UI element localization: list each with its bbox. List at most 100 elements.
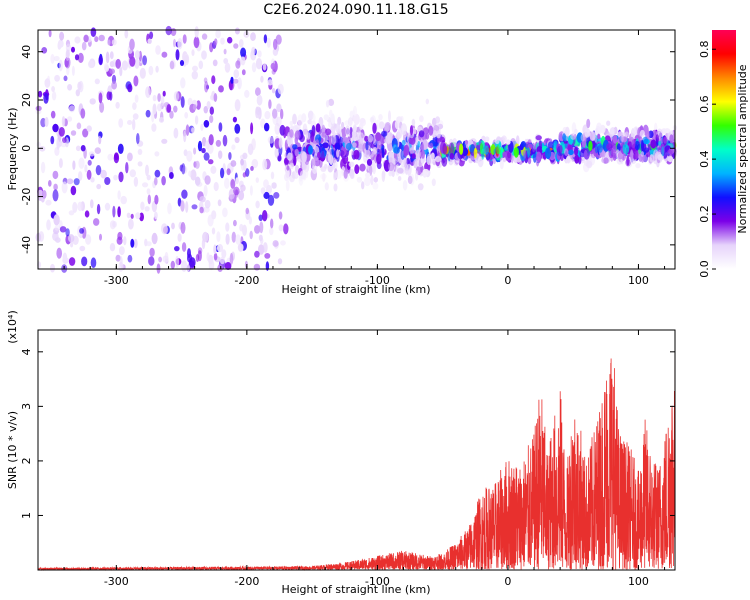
- heatmap-cell: [68, 257, 76, 266]
- heatmap-cell: [217, 264, 223, 272]
- heatmap-cell: [664, 128, 671, 134]
- heatmap-cell: [88, 151, 95, 157]
- colorbar-ticks: 0.0 0.2 0.4 0.6 0.8: [698, 40, 716, 278]
- heatmap-cell: [241, 69, 246, 76]
- heatmap-cell: [90, 257, 97, 269]
- heatmap-cell: [145, 109, 151, 118]
- heatmap-cell: [158, 117, 165, 123]
- heatmap-cell: [262, 242, 268, 253]
- heatmap-cell: [352, 124, 357, 133]
- heatmap-cell: [40, 161, 46, 174]
- heatmap-cell: [127, 254, 133, 263]
- heatmap-cell: [484, 136, 490, 142]
- heatmap-cell: [112, 205, 116, 218]
- heatmap-cell: [68, 210, 75, 216]
- heatmap-cell: [363, 148, 367, 157]
- heatmap-cell: [416, 158, 424, 168]
- heatmap-cell: [289, 129, 294, 138]
- snr-series-line: [37, 350, 676, 571]
- heatmap-cell: [134, 94, 139, 103]
- heatmap-cell: [181, 260, 188, 272]
- heatmap-cell: [94, 147, 102, 155]
- heatmap-cell: [242, 224, 247, 236]
- heatmap-cell: [580, 133, 586, 142]
- heatmap-cell: [258, 214, 263, 222]
- heatmap-cell: [58, 59, 63, 72]
- spectrogram-x-axis: -300 -200 -100 0 100: [37, 30, 666, 287]
- heatmap-cell: [109, 220, 116, 230]
- heatmap-cell: [315, 123, 321, 133]
- x-tick-label: -100: [365, 274, 390, 287]
- heatmap-cell: [349, 110, 354, 119]
- heatmap-cell: [435, 155, 441, 163]
- heatmap-cell: [365, 141, 369, 151]
- heatmap-cell: [255, 106, 262, 116]
- heatmap-cell: [230, 160, 237, 167]
- heatmap-cell: [74, 36, 81, 44]
- heatmap-cell: [413, 158, 418, 169]
- heatmap-cell: [255, 200, 260, 209]
- heatmap-cell: [224, 177, 230, 189]
- heatmap-cell: [192, 104, 197, 111]
- heatmap-cell: [330, 125, 336, 135]
- heatmap-cell: [359, 163, 366, 172]
- heatmap-cell: [137, 161, 143, 167]
- heatmap-cell: [366, 158, 373, 166]
- heatmap-cell: [204, 81, 209, 93]
- chart-title: C2E6.2024.090.11.18.G15: [263, 2, 448, 18]
- heatmap-cell: [347, 117, 353, 127]
- heatmap-cell: [169, 110, 174, 119]
- heatmap-cell: [71, 46, 75, 53]
- heatmap-cell: [223, 58, 229, 64]
- heatmap-cell: [214, 38, 218, 46]
- spectrogram-x-label: Height of straight line (km): [281, 283, 430, 296]
- heatmap-cell: [233, 43, 239, 49]
- heatmap-cell: [134, 50, 140, 60]
- heatmap-cell: [195, 254, 200, 262]
- heatmap-cell: [104, 64, 110, 72]
- heatmap-cell: [341, 121, 345, 129]
- heatmap-cell: [652, 149, 659, 161]
- heatmap-cell: [345, 142, 353, 151]
- heatmap-cell: [364, 135, 369, 142]
- heatmap-cell: [42, 190, 47, 199]
- colorbar-tick-label: 0.2: [698, 205, 711, 223]
- heatmap-cell: [409, 125, 414, 136]
- heatmap-cell: [145, 86, 151, 98]
- heatmap-cell: [54, 74, 60, 82]
- heatmap-cell: [353, 149, 360, 160]
- heatmap-cell: [121, 60, 128, 71]
- spectrogram-y-axis: -40 -20 0 20 40: [20, 45, 675, 254]
- heatmap-cell: [234, 136, 240, 144]
- heatmap-cell: [158, 256, 163, 263]
- heatmap-cell: [441, 156, 448, 167]
- heatmap-cell: [527, 147, 531, 158]
- heatmap-cell: [163, 226, 169, 234]
- heatmap-cell: [52, 123, 59, 133]
- heatmap-cell: [259, 221, 264, 234]
- heatmap-cell: [559, 145, 563, 154]
- heatmap-cell: [612, 152, 617, 161]
- heatmap-cell: [240, 56, 246, 66]
- heatmap-cell: [333, 172, 337, 181]
- heatmap-cell: [635, 163, 641, 169]
- heatmap-cell: [216, 231, 221, 243]
- heatmap-cell: [177, 38, 183, 50]
- heatmap-cell: [220, 37, 225, 45]
- heatmap-cell: [104, 177, 111, 185]
- heatmap-cell: [54, 237, 61, 243]
- heatmap-cell: [107, 153, 114, 161]
- heatmap-cell: [402, 130, 407, 138]
- heatmap-cell: [394, 120, 400, 130]
- heatmap-cell: [409, 137, 416, 145]
- heatmap-cell: [251, 46, 256, 56]
- heatmap-cell: [210, 165, 217, 174]
- heatmap-cell: [77, 52, 84, 64]
- heatmap-cell: [650, 139, 657, 149]
- heatmap-cell: [146, 188, 151, 195]
- heatmap-cell: [207, 214, 214, 227]
- heatmap-cell: [612, 134, 618, 144]
- heatmap-cell: [227, 36, 233, 44]
- heatmap-cell: [133, 75, 139, 87]
- heatmap-cell: [406, 163, 412, 176]
